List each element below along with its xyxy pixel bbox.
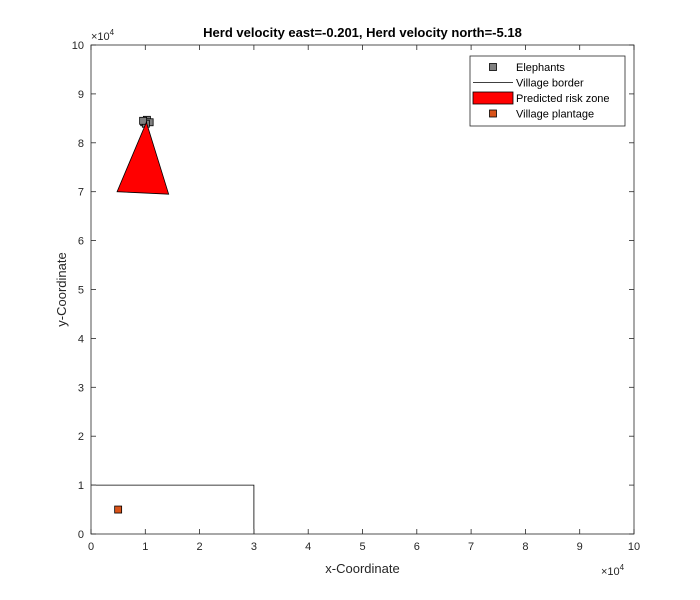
village-border-line xyxy=(91,484,255,534)
y-tick-label: 6 xyxy=(78,236,84,248)
x-tick-label: 9 xyxy=(577,541,583,553)
x-tick-label: 2 xyxy=(197,541,203,553)
risk-zone-polygon xyxy=(116,121,170,195)
legend-entry-label: Village border xyxy=(516,78,584,90)
axes-layer: 0 1 2 3 4 5 6 7 8 9 10 0 1 2 3 4 5 6 7 8 9 10 xyxy=(72,40,640,553)
y-tick-label: 10 xyxy=(72,40,84,52)
chart-title: Herd velocity east=-0.201, Herd velocity… xyxy=(203,25,522,40)
x-tick-label: 8 xyxy=(522,541,528,553)
legend-entry-label: Elephants xyxy=(516,62,565,74)
legend-risk-zone-swatch xyxy=(472,91,514,105)
elephant-marker xyxy=(139,116,148,125)
legend-entry-label: Predicted risk zone xyxy=(516,93,610,105)
y-axis-exponent: ×104 xyxy=(91,28,115,43)
x-tick-label: 5 xyxy=(359,541,365,553)
y-tick-label: 3 xyxy=(78,382,84,394)
x-tick-label: 4 xyxy=(305,541,311,553)
y-tick-label: 7 xyxy=(78,187,84,199)
plot-layer xyxy=(91,115,255,534)
x-axis-exponent: ×104 xyxy=(601,563,625,578)
legend: Elephants Village border Predicted risk zo… xyxy=(469,55,626,127)
y-axis-label: y-Coordinate xyxy=(54,252,69,326)
y-tick-label: 0 xyxy=(78,529,84,541)
y-tick-label: 4 xyxy=(78,333,84,345)
x-exponent-base: ×10 xyxy=(601,566,620,578)
y-exponent-power: 4 xyxy=(110,28,115,37)
x-tick-label: 1 xyxy=(142,541,148,553)
legend-elephant-marker xyxy=(489,63,497,71)
y-tick-label: 9 xyxy=(78,89,84,101)
plantage-marker xyxy=(114,505,123,514)
x-tick-label: 3 xyxy=(251,541,257,553)
y-tick-label: 2 xyxy=(78,431,84,443)
x-tick-label: 0 xyxy=(88,541,94,553)
y-exponent-base: ×10 xyxy=(91,31,110,43)
x-tick-label: 6 xyxy=(414,541,420,553)
axes-background xyxy=(91,45,634,534)
x-axis-label: x-Coordinate xyxy=(325,561,399,576)
x-tick-label: 7 xyxy=(468,541,474,553)
plot-area xyxy=(91,45,634,534)
y-tick-label: 8 xyxy=(78,138,84,150)
x-exponent-power: 4 xyxy=(620,563,625,572)
x-tick-label: 10 xyxy=(628,541,640,553)
legend-plantage-marker xyxy=(489,109,497,118)
y-tick-label: 5 xyxy=(78,285,84,297)
legend-entry-label: Village plantage xyxy=(516,109,594,121)
y-tick-label: 1 xyxy=(78,480,84,492)
